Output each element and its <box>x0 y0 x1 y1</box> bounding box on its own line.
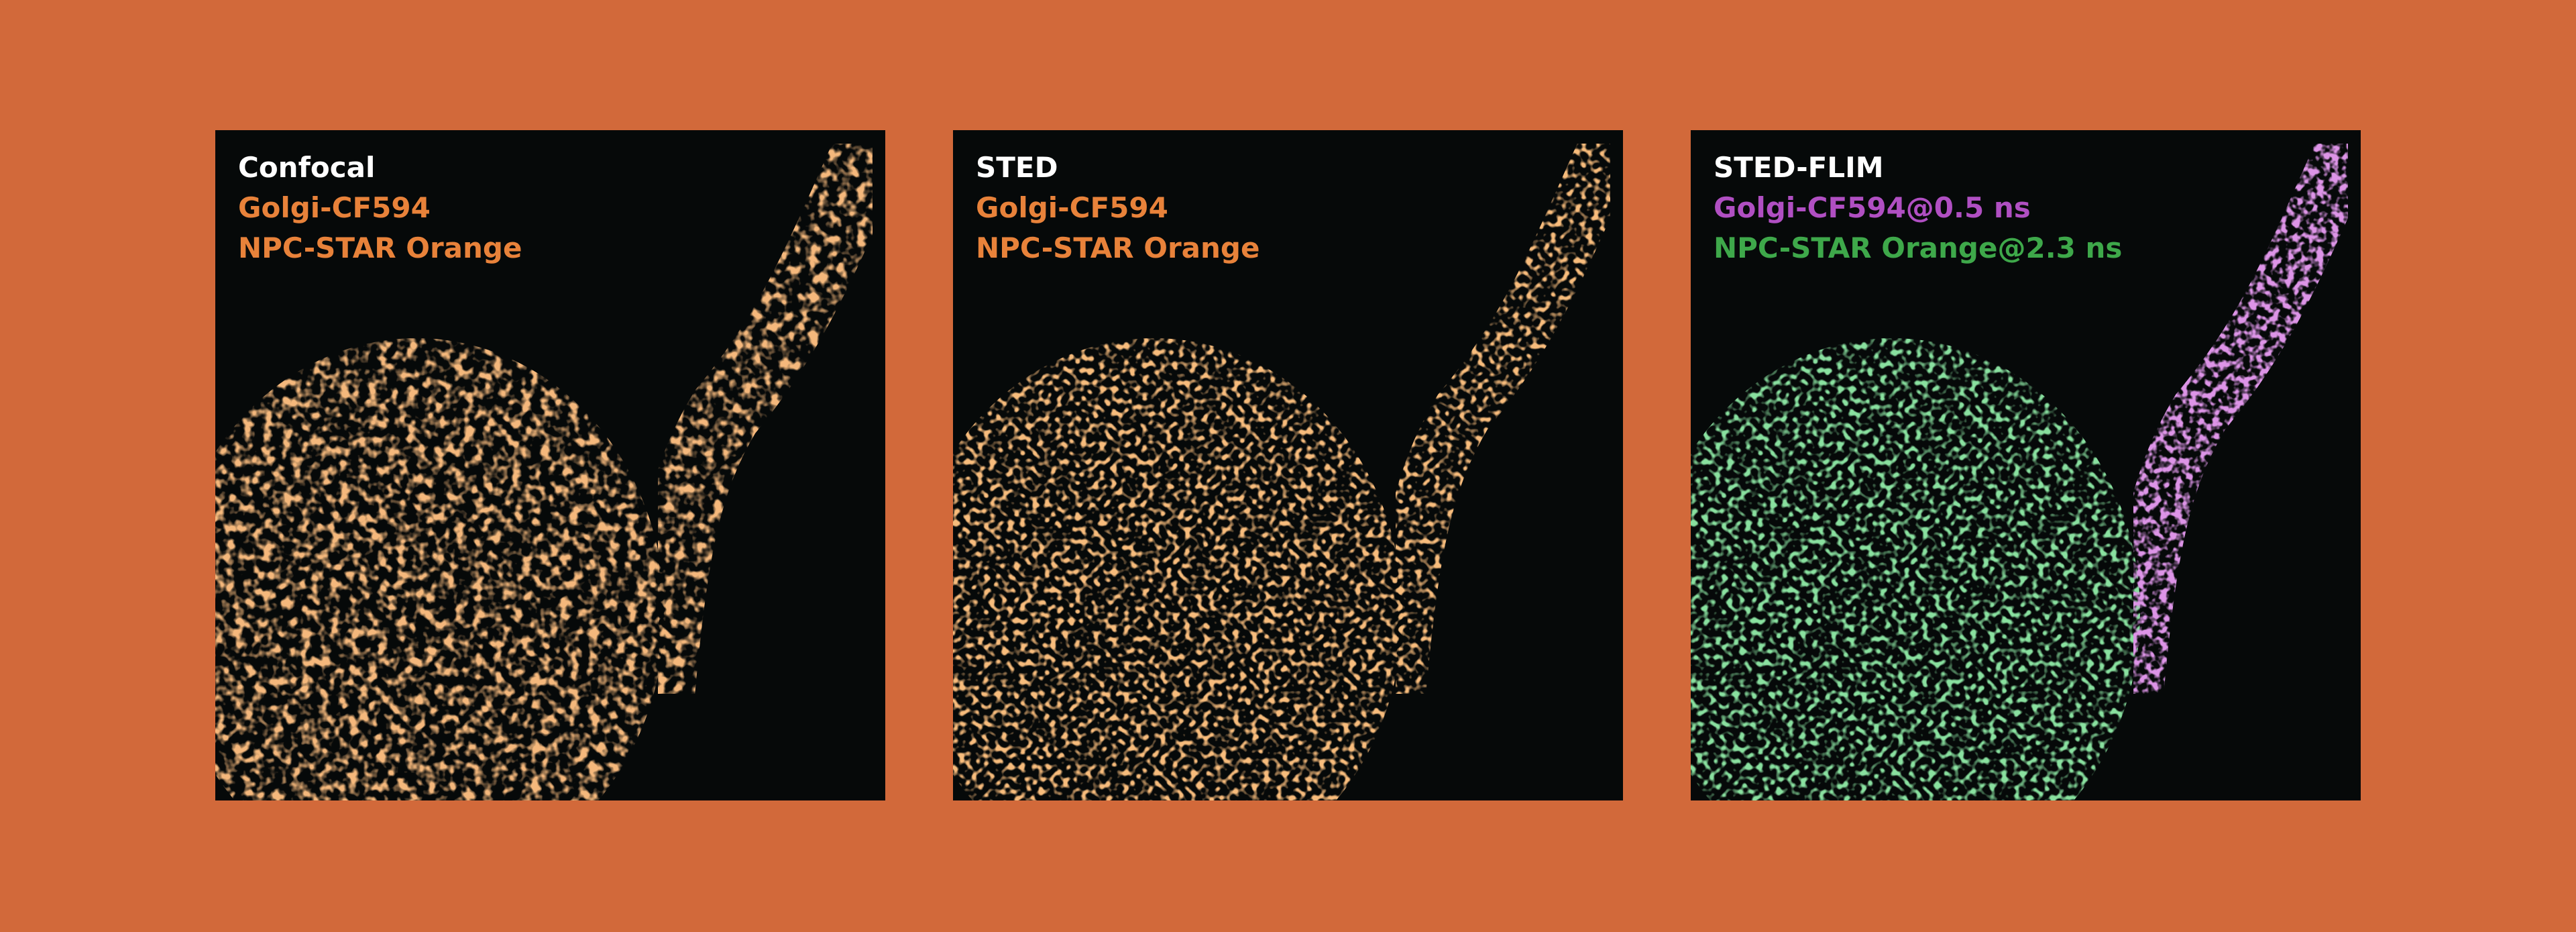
labels: Confocal Golgi-CF594 NPC-STAR Orange <box>238 148 522 268</box>
labels: STED Golgi-CF594 NPC-STAR Orange <box>976 148 1259 268</box>
golgi <box>1365 131 1623 697</box>
channel-label: Golgi-CF594 <box>976 191 1168 224</box>
panel-title: STED <box>976 151 1058 184</box>
nucleus <box>1691 338 2140 800</box>
channel-label: Golgi-CF594@0.5 ns <box>1714 191 2031 224</box>
golgi <box>621 130 885 697</box>
channel-label: NPC-STAR Orange <box>238 231 522 264</box>
panel-title: Confocal <box>238 151 376 184</box>
channel-label: NPC-STAR Orange <box>976 231 1260 264</box>
micrograph <box>1691 131 2361 800</box>
image-panel: Confocal Golgi-CF594 NPC-STAR Orange <box>215 130 885 800</box>
channel-label: NPC-STAR Orange@2.3 ns <box>1714 231 2123 264</box>
panel-title: STED-FLIM <box>1714 151 1884 184</box>
image-panel: STED-FLIM Golgi-CF594@0.5 ns NPC-STAR Oran… <box>1691 130 2361 800</box>
nucleus <box>215 338 665 800</box>
labels: STED-FLIM Golgi-CF594@0.5 ns NPC-STAR Oran… <box>1714 148 2122 268</box>
golgi <box>2103 131 2361 697</box>
image-panel: STED Golgi-CF594 NPC-STAR Orange <box>953 130 1623 800</box>
micrograph <box>215 130 885 800</box>
micrograph <box>953 131 1623 800</box>
channel-label: Golgi-CF594 <box>238 191 431 224</box>
nucleus <box>953 338 1402 800</box>
